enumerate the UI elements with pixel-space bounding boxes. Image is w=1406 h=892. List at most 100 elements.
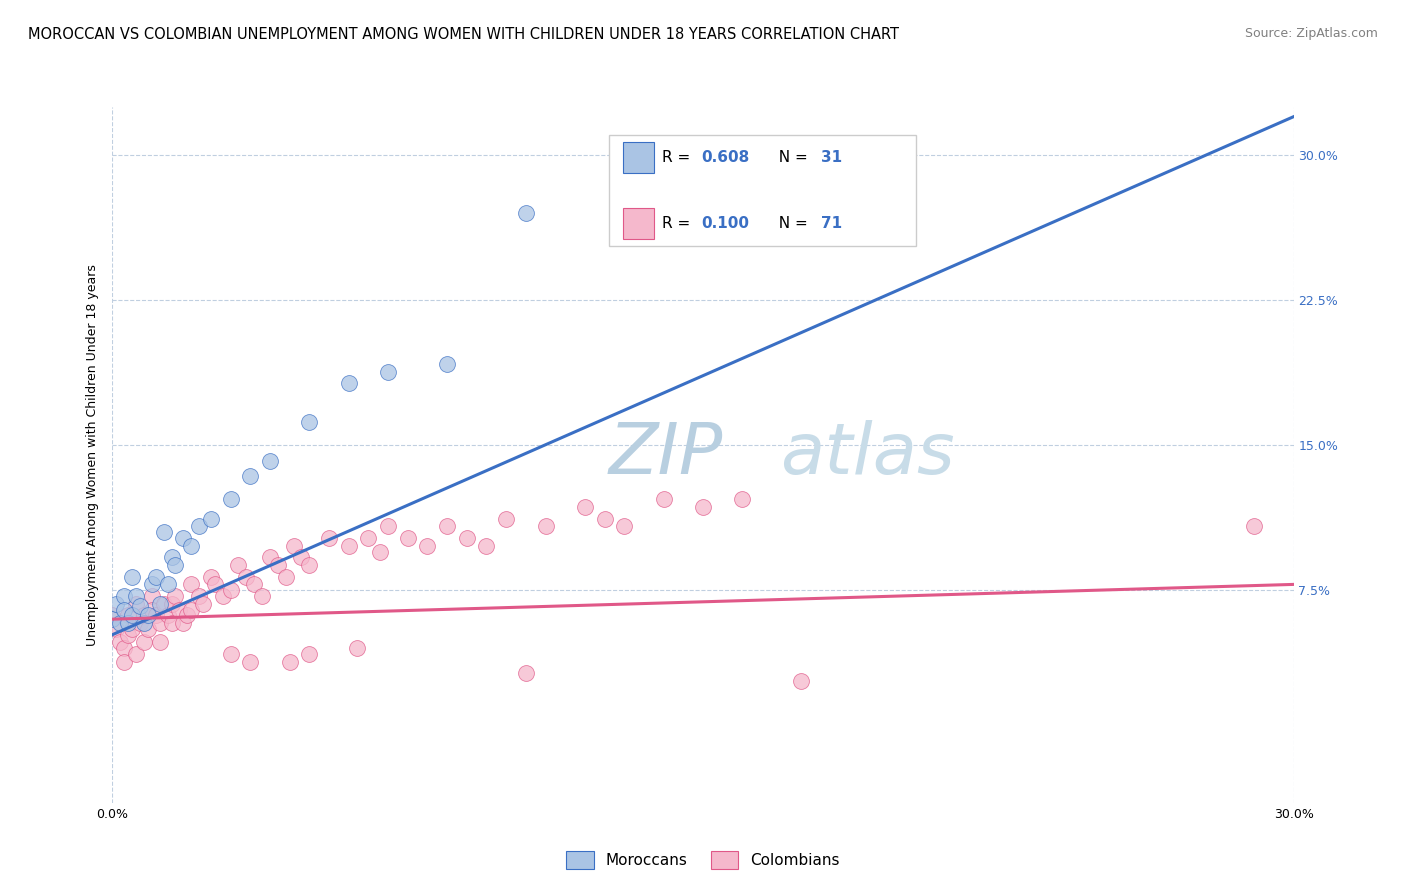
- Point: [180, 602, 202, 616]
- Point: [141, 602, 163, 616]
- Point: [298, 415, 321, 429]
- Point: [105, 622, 128, 636]
- Text: N =: N =: [769, 216, 813, 231]
- Text: ZIP: ZIP: [609, 420, 723, 490]
- Point: [219, 492, 242, 507]
- Point: [132, 635, 155, 649]
- Point: [172, 531, 194, 545]
- Point: [290, 550, 312, 565]
- Point: [165, 589, 187, 603]
- Point: [200, 570, 222, 584]
- Point: [337, 376, 360, 391]
- Point: [117, 608, 139, 623]
- Point: [790, 674, 813, 689]
- Point: [593, 511, 616, 525]
- Point: [156, 577, 179, 591]
- Point: [160, 597, 183, 611]
- Point: [188, 589, 211, 603]
- Point: [250, 589, 273, 603]
- Text: R =: R =: [662, 150, 695, 165]
- Text: N =: N =: [769, 150, 813, 165]
- Point: [436, 357, 458, 371]
- Point: [396, 531, 419, 545]
- Point: [346, 641, 368, 656]
- Point: [274, 570, 297, 584]
- Point: [200, 511, 222, 525]
- Text: Source: ZipAtlas.com: Source: ZipAtlas.com: [1244, 27, 1378, 40]
- Point: [436, 519, 458, 533]
- Text: atlas: atlas: [780, 420, 955, 490]
- Point: [239, 655, 262, 669]
- Point: [101, 612, 124, 626]
- Point: [243, 577, 266, 591]
- Point: [172, 615, 194, 630]
- Point: [219, 583, 242, 598]
- Point: [121, 608, 143, 623]
- Point: [613, 519, 636, 533]
- Point: [377, 519, 399, 533]
- Legend: Moroccans, Colombians: Moroccans, Colombians: [560, 846, 846, 875]
- Point: [136, 608, 159, 623]
- Point: [141, 589, 163, 603]
- Point: [239, 469, 262, 483]
- Text: 31: 31: [821, 150, 842, 165]
- Point: [298, 647, 321, 661]
- Point: [235, 570, 257, 584]
- Point: [105, 597, 128, 611]
- Point: [337, 539, 360, 553]
- Point: [204, 577, 226, 591]
- Point: [219, 647, 242, 661]
- Point: [534, 519, 557, 533]
- Point: [278, 655, 301, 669]
- Point: [149, 635, 172, 649]
- Point: [149, 597, 172, 611]
- Point: [117, 615, 139, 630]
- Point: [110, 635, 132, 649]
- Text: 0.100: 0.100: [702, 216, 749, 231]
- Point: [731, 492, 754, 507]
- Point: [112, 655, 135, 669]
- Point: [121, 570, 143, 584]
- Text: R =: R =: [662, 216, 695, 231]
- Point: [515, 206, 537, 220]
- Point: [165, 558, 187, 573]
- Point: [416, 539, 439, 553]
- Point: [318, 531, 340, 545]
- Text: 0.608: 0.608: [702, 150, 749, 165]
- Point: [160, 615, 183, 630]
- Point: [652, 492, 675, 507]
- Point: [191, 597, 214, 611]
- Point: [574, 500, 596, 514]
- Point: [112, 641, 135, 656]
- Point: [377, 365, 399, 379]
- Point: [149, 615, 172, 630]
- Point: [101, 608, 124, 623]
- Point: [228, 558, 250, 573]
- Point: [152, 525, 174, 540]
- Point: [188, 519, 211, 533]
- Point: [156, 608, 179, 623]
- Point: [259, 454, 281, 468]
- Point: [1243, 519, 1265, 533]
- Point: [121, 622, 143, 636]
- Point: [176, 608, 198, 623]
- Point: [145, 570, 167, 584]
- Point: [117, 628, 139, 642]
- Point: [110, 615, 132, 630]
- Point: [475, 539, 498, 553]
- Text: 71: 71: [821, 216, 842, 231]
- Point: [129, 615, 152, 630]
- Point: [129, 599, 152, 613]
- Point: [368, 544, 391, 558]
- Y-axis label: Unemployment Among Women with Children Under 18 years: Unemployment Among Women with Children U…: [86, 264, 100, 646]
- Point: [298, 558, 321, 573]
- Point: [495, 511, 517, 525]
- Point: [125, 647, 148, 661]
- Point: [283, 539, 305, 553]
- Point: [211, 589, 233, 603]
- Point: [152, 597, 174, 611]
- Point: [132, 608, 155, 623]
- Point: [169, 602, 191, 616]
- Point: [692, 500, 714, 514]
- Point: [160, 550, 183, 565]
